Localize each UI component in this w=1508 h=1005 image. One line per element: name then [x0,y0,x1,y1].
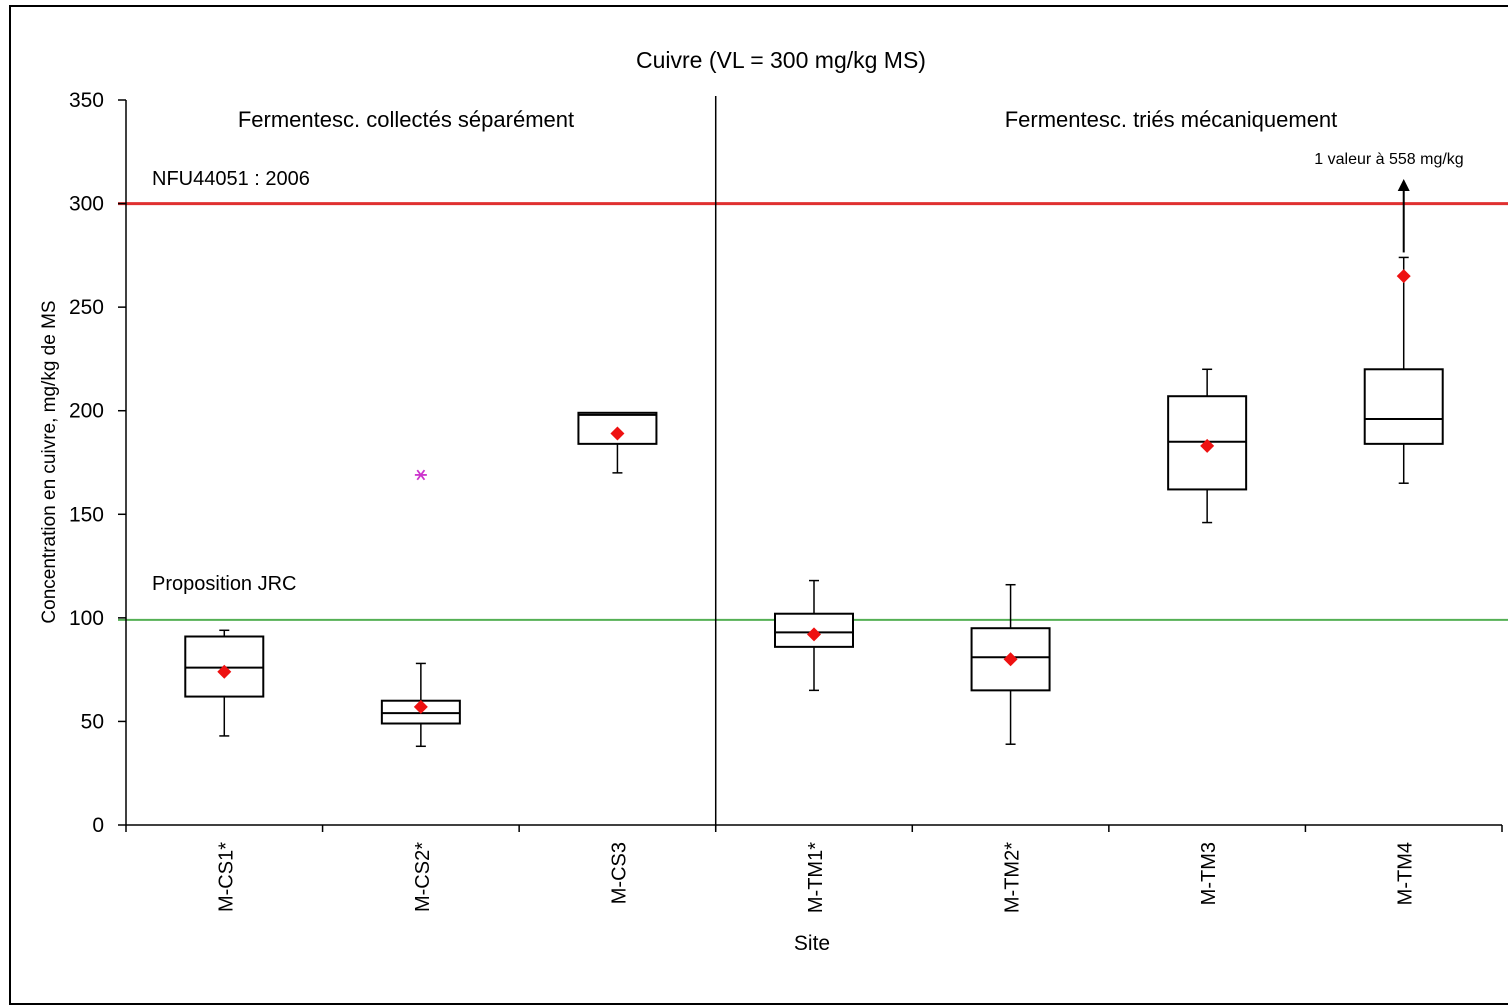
x-tick-label: M-TM1* [805,842,827,913]
x-tick-label: M-CS1* [215,842,237,912]
group-label-right: Fermentesc. triés mécaniquement [1005,107,1338,132]
x-tick-label: M-TM3 [1198,842,1220,905]
box-iqr [1363,368,1444,445]
y-tick-label: 350 [69,89,104,112]
y-tick-label: 300 [69,193,104,216]
single-point-marker [414,469,427,481]
mean-marker [1396,269,1411,284]
x-tick-label: M-CS2* [412,842,434,912]
y-tick-label: 200 [69,400,104,423]
annotation-outlier: 1 valeur à 558 mg/kg [1314,151,1463,168]
x-axis-label: Site [794,932,830,955]
y-tick-label: 100 [69,607,104,630]
y-tick-label: 150 [69,503,104,526]
y-tick-label: 50 [81,710,104,733]
x-tick-label: M-TM4 [1395,842,1417,905]
mean-marker [217,664,232,679]
ref-label-jrc: Proposition JRC [152,573,297,595]
group-label-left: Fermentesc. collectés séparément [238,107,574,132]
y-tick-label: 0 [92,814,104,837]
y-axis-label: Concentration en cuivre, mg/kg de MS [39,300,60,623]
x-tick-label: M-CS3 [608,842,630,904]
chart-title: Cuivre (VL = 300 mg/kg MS) [636,47,926,73]
ref-label-nfu: NFU44051 : 2006 [152,168,310,190]
mean-marker [610,426,625,441]
mean-marker [1003,652,1018,667]
x-tick-label: M-TM2* [1002,842,1024,913]
mean-marker [413,699,428,714]
chart-frame [9,5,1508,1005]
y-tick-label: 250 [69,296,104,319]
outlier-arrow-head [1397,179,1410,191]
mean-marker [1200,438,1215,453]
plot-layer: 0 50 100 150 200 250 300 350 M-CS1* M-CS2* M-CS3 M-… [69,89,1508,913]
asterisk-stroke [416,469,426,481]
mean-marker [807,627,821,642]
